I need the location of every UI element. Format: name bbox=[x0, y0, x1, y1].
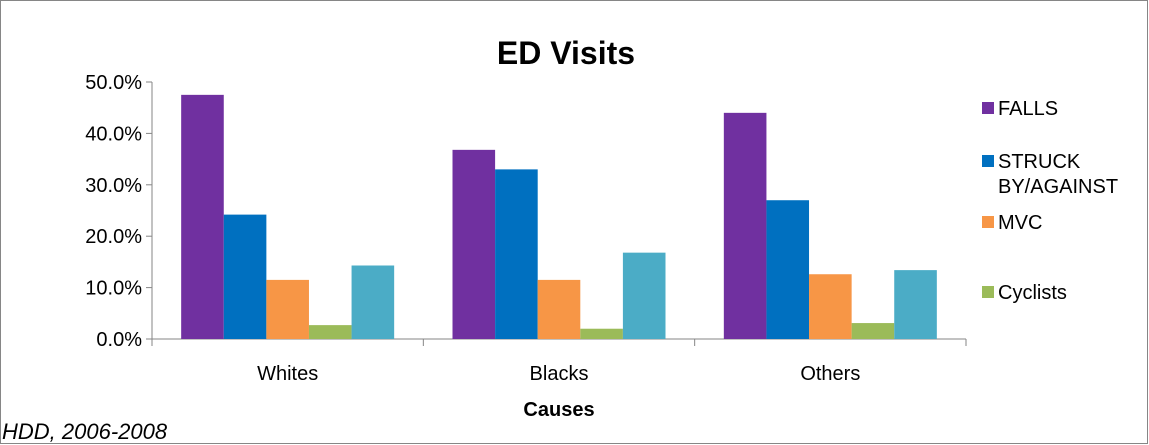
legend-swatch bbox=[982, 286, 994, 298]
x-tick-label: Blacks bbox=[530, 363, 589, 385]
y-tick-label: 10.0% bbox=[85, 278, 142, 300]
y-tick-label: 50.0% bbox=[85, 72, 142, 94]
bar-mvc-whites bbox=[266, 279, 309, 339]
chart-title: ED Visits bbox=[497, 35, 635, 71]
bar-struck-by-against-blacks bbox=[495, 169, 538, 339]
bar-falls-others bbox=[723, 112, 767, 339]
legend-swatch bbox=[982, 155, 994, 167]
bar-cyclists-others bbox=[851, 323, 895, 339]
bar-series-5-blacks bbox=[622, 252, 666, 339]
y-tick-label: 20.0% bbox=[85, 226, 142, 248]
y-tick-label: 30.0% bbox=[85, 175, 142, 197]
bar-falls-blacks bbox=[452, 149, 496, 339]
source-footnote: HDD, 2006-2008 bbox=[2, 419, 168, 444]
bar-struck-by-against-whites bbox=[223, 214, 267, 339]
legend-label: MVC bbox=[998, 212, 1042, 234]
legend-swatch bbox=[982, 102, 994, 114]
legend-label: FALLS bbox=[998, 98, 1058, 120]
y-tick-label: 40.0% bbox=[85, 123, 142, 145]
bar-mvc-blacks bbox=[537, 279, 581, 339]
plot-area: 0.0% 10.0% 20.0% 30.0% 40.0% 50.0% Whites Black… bbox=[85, 72, 967, 385]
bar-mvc-others bbox=[809, 274, 852, 339]
legend-label: STRUCK BY/AGAINST bbox=[998, 151, 1118, 198]
legend-swatch bbox=[982, 216, 994, 228]
bar-struck-by-against-others bbox=[766, 200, 810, 339]
bar-series-5-others bbox=[894, 270, 937, 339]
x-tick-label: Others bbox=[800, 363, 860, 385]
legend-label-line: STRUCK bbox=[998, 151, 1081, 173]
legend-label-line: BY/AGAINST bbox=[998, 176, 1118, 198]
bar-cyclists-whites bbox=[308, 325, 352, 339]
bar-falls-whites bbox=[181, 94, 224, 339]
x-tick-label: Whites bbox=[257, 363, 318, 385]
bar-series-5-whites bbox=[351, 265, 395, 339]
y-tick-label: 0.0% bbox=[96, 329, 142, 351]
bar-cyclists-blacks bbox=[580, 328, 623, 339]
legend-label: Cyclists bbox=[998, 282, 1067, 304]
legend: FALLS STRUCK BY/AGAINST MVC Cyclists bbox=[982, 98, 1118, 304]
x-axis-title: Causes bbox=[523, 399, 594, 421]
